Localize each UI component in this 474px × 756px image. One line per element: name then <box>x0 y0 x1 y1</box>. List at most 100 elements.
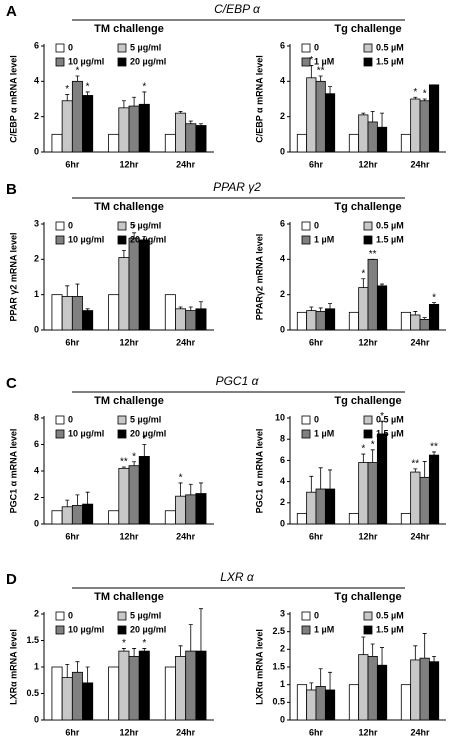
bar <box>195 308 207 331</box>
bar <box>315 686 326 721</box>
significance-mark: * <box>65 84 69 95</box>
error-bar <box>309 306 314 311</box>
error-bar <box>85 91 90 96</box>
y-tick-label: 4 <box>280 476 285 486</box>
y-tick-label: 1.5 <box>26 635 39 645</box>
error-bar <box>65 663 70 678</box>
bar <box>82 503 94 525</box>
error-bar <box>422 461 427 478</box>
bar <box>71 505 83 525</box>
error-bar <box>188 624 193 652</box>
x-tick-label: 24hr <box>410 159 430 169</box>
bar <box>61 506 73 525</box>
y-axis-label: C/EBP α mRNA level <box>254 55 264 143</box>
significance-mark: * <box>122 638 126 649</box>
y-tick-label: 6 <box>34 439 39 449</box>
bar <box>400 133 412 153</box>
bar <box>348 311 360 331</box>
x-tick-label: 24hr <box>176 727 196 737</box>
bar <box>71 80 83 153</box>
y-tick-label: 4 <box>34 465 39 475</box>
bar <box>51 510 63 525</box>
error-bar <box>121 466 126 469</box>
error-bar <box>370 643 375 657</box>
y-tick-label: 6 <box>280 40 285 50</box>
significance-mark: * <box>432 292 436 303</box>
legend-swatch <box>55 43 65 53</box>
error-bar <box>413 311 418 315</box>
bar <box>419 476 430 525</box>
y-tick-label: 0 <box>34 324 39 334</box>
bar <box>296 311 308 331</box>
bar <box>175 656 187 721</box>
legend-label: 0 <box>68 42 73 52</box>
gene-title: C/EBP α <box>214 2 261 16</box>
legend-label: 20 µg/ml <box>130 624 166 634</box>
y-tick-label: 1 <box>34 289 39 299</box>
legend-swatch <box>117 235 127 245</box>
y-tick-label: 4 <box>34 76 39 86</box>
error-bar <box>65 285 70 297</box>
legend-swatch <box>301 221 311 231</box>
y-tick-label: 0 <box>34 714 39 724</box>
bar <box>324 689 336 721</box>
legend-label: 10 µg/ml <box>68 234 104 244</box>
error-bar <box>132 232 137 239</box>
error-bar <box>198 482 203 494</box>
error-bar <box>75 75 80 82</box>
bar <box>315 488 326 525</box>
x-tick-label: 24hr <box>176 531 196 541</box>
y-tick-label: 2 <box>34 492 39 502</box>
y-tick-label: 3 <box>34 218 39 228</box>
x-tick-label: 12hr <box>119 159 139 169</box>
error-bar <box>413 96 418 99</box>
significance-mark: * <box>142 638 146 649</box>
bar <box>118 650 130 721</box>
y-tick-label: 3 <box>280 608 285 618</box>
y-tick-label: 0 <box>34 518 39 528</box>
bar <box>61 100 73 153</box>
error-bar <box>121 648 126 652</box>
y-axis-label: PGC1 α mRNA level <box>8 429 18 514</box>
x-tick-label: 6hr <box>309 337 324 347</box>
legend-label: 5 µg/ml <box>130 414 161 424</box>
y-tick-label: 0 <box>280 714 285 724</box>
error-bar <box>380 647 385 666</box>
error-bar <box>65 94 70 101</box>
legend-swatch <box>55 57 65 67</box>
significance-mark: ** <box>369 249 377 260</box>
y-tick-label: 2 <box>280 111 285 121</box>
bar <box>128 105 140 153</box>
legend-label: 0 <box>314 414 319 424</box>
significance-mark: * <box>75 66 79 77</box>
significance-mark: ** <box>430 442 438 453</box>
x-tick-label: 6hr <box>65 531 80 541</box>
error-bar <box>432 302 437 305</box>
legend-label: 1.5 µM <box>376 428 404 438</box>
bar <box>175 495 187 525</box>
error-bar <box>142 444 147 457</box>
panel-label: D <box>6 571 17 588</box>
bar <box>185 494 197 525</box>
bar <box>118 107 130 153</box>
legend-swatch <box>301 611 311 621</box>
y-tick-label: 2 <box>280 289 285 299</box>
error-bar <box>422 98 427 101</box>
bar <box>108 510 120 525</box>
bar <box>315 80 326 153</box>
legend-swatch <box>363 611 373 621</box>
legend-label: 0 <box>68 414 73 424</box>
significance-mark: * <box>413 87 417 98</box>
panel-label: A <box>6 3 17 20</box>
bar <box>410 98 421 153</box>
bar <box>118 257 130 331</box>
significance-mark: * <box>142 434 146 445</box>
legend-label: 5 µg/ml <box>130 610 161 620</box>
x-tick-label: 6hr <box>65 159 80 169</box>
bar <box>185 650 197 721</box>
chart-title: Tg challenge <box>334 201 401 213</box>
error-bar <box>413 645 418 660</box>
error-bar <box>361 636 366 655</box>
error-bar <box>361 453 366 463</box>
